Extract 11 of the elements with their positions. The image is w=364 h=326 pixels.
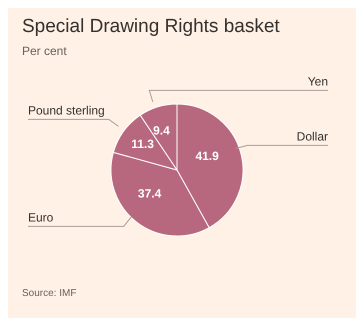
data-label: 41.9 bbox=[195, 148, 220, 163]
source-note: Source: IMF bbox=[22, 288, 76, 299]
chart-subtitle: Per cent bbox=[22, 44, 67, 58]
slice-label: Euro bbox=[28, 210, 54, 224]
slice-label: Dollar bbox=[296, 129, 328, 144]
data-label: 9.4 bbox=[153, 123, 170, 138]
chart-title: Special Drawing Rights basket bbox=[22, 16, 280, 38]
data-label: 11.3 bbox=[131, 136, 154, 151]
data-label: 37.4 bbox=[138, 186, 162, 201]
slice-label: Pound sterling bbox=[28, 103, 105, 118]
slice-label: Yen bbox=[308, 74, 328, 88]
